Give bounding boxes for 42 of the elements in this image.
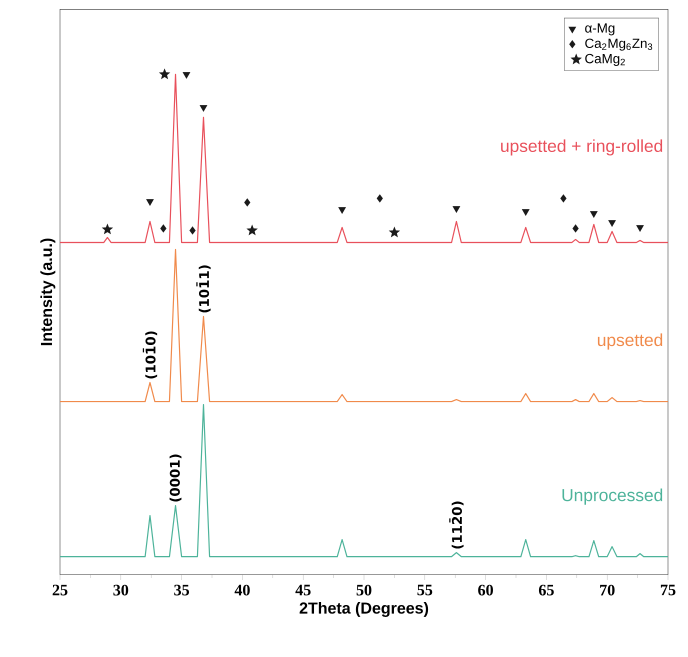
x-tick-label: 35 <box>174 584 190 596</box>
annotation: (0001) <box>170 454 182 502</box>
point <box>608 220 616 227</box>
annotation: (101̄0) <box>142 332 158 379</box>
x-tick-label: 45 <box>295 584 311 596</box>
point <box>182 72 190 79</box>
x-tick-label: 75 <box>660 584 676 596</box>
x-tick-label: 50 <box>356 584 372 596</box>
point <box>246 224 258 236</box>
point <box>560 194 566 203</box>
point <box>338 207 346 214</box>
x-tick-label: 60 <box>478 584 493 596</box>
point <box>160 224 166 233</box>
point <box>146 199 154 206</box>
point <box>452 206 460 213</box>
x-tick-label: 25 <box>52 584 68 596</box>
x-tick-label: 65 <box>538 584 554 596</box>
x-tick-label: 30 <box>113 584 128 596</box>
legend-label: α-Mg <box>585 24 614 36</box>
text: Unprocessed <box>562 488 662 505</box>
point <box>200 105 208 112</box>
legend-label: Ca$_{2}$Mg$_{6}$Zn$_{3}$ <box>585 38 652 51</box>
point <box>590 211 598 218</box>
x-tick-label: 40 <box>234 584 250 596</box>
point <box>572 224 579 233</box>
point <box>189 226 196 235</box>
legend-label: CaMg$_{2}$ <box>585 54 625 66</box>
text: upsetted <box>598 334 662 350</box>
x-tick-label: 55 <box>417 584 432 596</box>
point <box>376 194 383 203</box>
y-axis-title: Intensity (a.u.) <box>40 238 56 346</box>
annotation: (112̄0) <box>449 502 464 549</box>
x-tick-label: 70 <box>600 584 615 596</box>
point <box>522 209 530 216</box>
point <box>244 198 250 207</box>
point <box>636 225 644 232</box>
x-axis-title: 2Theta (Degrees) <box>300 602 428 618</box>
point <box>102 224 114 234</box>
annotation: (101̄1) <box>196 266 211 313</box>
text: upsetted + ring-rolled <box>501 139 662 156</box>
point <box>388 226 400 238</box>
point <box>158 68 170 80</box>
